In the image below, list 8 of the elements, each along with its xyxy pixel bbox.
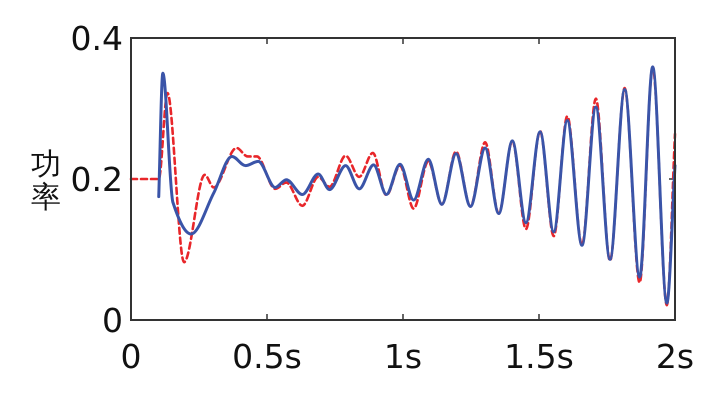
y-tick-label: 0.4 [70,19,123,58]
x-tick-label: 1.5s [504,337,574,376]
y-tick-label: 0 [102,301,123,340]
y-tick-label: 0.2 [70,160,123,199]
x-tick-label: 2s [656,337,694,376]
x-tick-label: 1s [384,337,422,376]
y-axis-title: 功率 [31,146,61,215]
x-tick-label: 0.5s [232,337,302,376]
